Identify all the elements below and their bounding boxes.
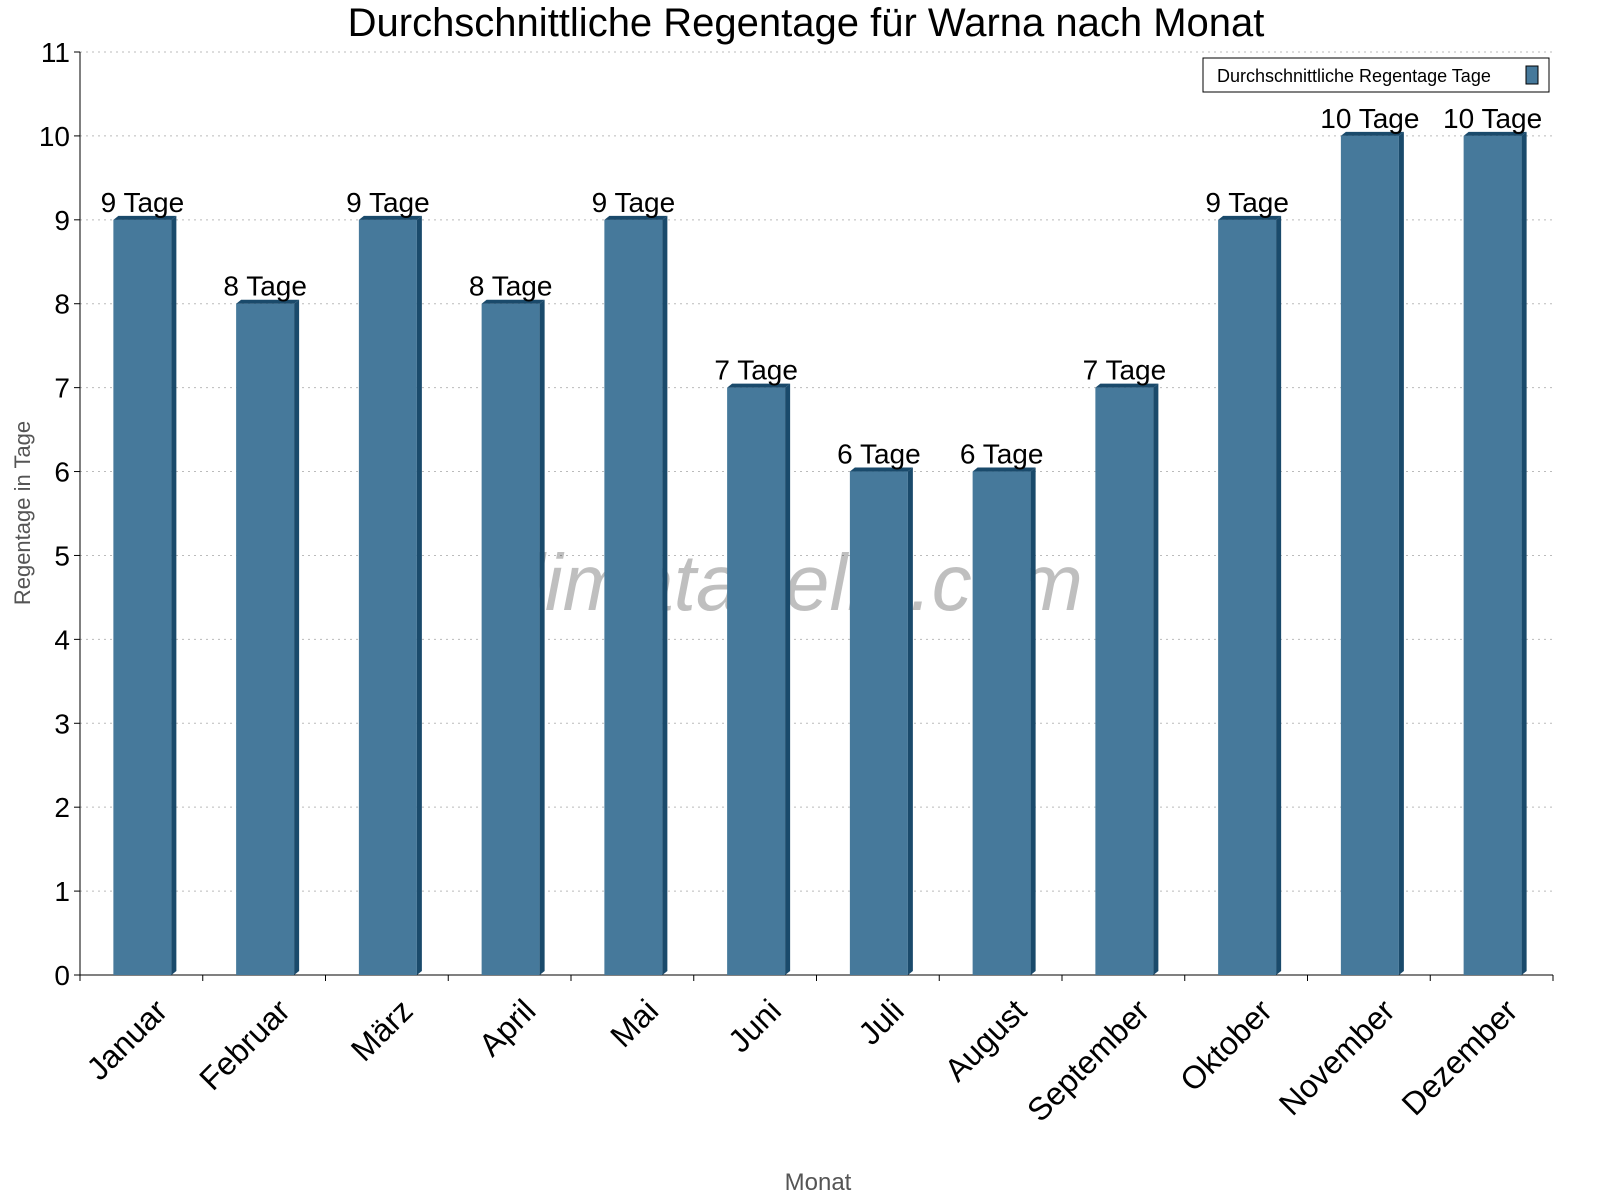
bar-mai xyxy=(604,219,663,975)
bar-side xyxy=(1030,467,1036,975)
bar-top xyxy=(604,215,668,220)
y-tick-label: 1 xyxy=(54,876,70,907)
legend-box xyxy=(1202,57,1550,93)
data-label: 6 Tage xyxy=(837,439,921,470)
x-tick-label: Dezember xyxy=(1395,992,1525,1122)
x-tick-label: Mai xyxy=(603,992,665,1054)
data-label: 6 Tage xyxy=(960,439,1044,470)
data-label: 9 Tage xyxy=(101,187,185,218)
bar-top xyxy=(1463,131,1527,136)
bar-top xyxy=(236,299,300,304)
x-tick-label: Februar xyxy=(192,992,297,1097)
x-axis-label: Monat xyxy=(785,1169,852,1196)
bar-side xyxy=(539,299,545,975)
bar-august xyxy=(972,471,1031,975)
bar-side xyxy=(171,215,177,975)
y-tick-label: 6 xyxy=(54,457,70,488)
legend: Durchschnittliche Regentage Tage xyxy=(1202,57,1550,93)
y-tick-label: 0 xyxy=(54,960,70,991)
bar-oktober xyxy=(1218,219,1277,975)
bar-side xyxy=(1521,131,1527,976)
data-label: 9 Tage xyxy=(346,187,430,218)
y-tick-label: 5 xyxy=(54,540,70,571)
legend-swatch xyxy=(1525,65,1539,85)
bar-top xyxy=(1095,383,1159,388)
bar-april xyxy=(481,303,540,975)
bar-side xyxy=(662,215,668,975)
bar-side xyxy=(1398,131,1404,976)
x-tick-label: März xyxy=(344,992,420,1068)
bar-side xyxy=(785,383,791,975)
y-axis-label: Regentage in Tage xyxy=(10,421,35,605)
data-label: 7 Tage xyxy=(714,355,798,386)
bar-side xyxy=(294,299,300,975)
y-tick-label: 2 xyxy=(54,792,70,823)
bar-juli xyxy=(849,471,908,975)
bar-september xyxy=(1095,387,1154,975)
y-tick-label: 8 xyxy=(54,289,70,320)
y-tick-label: 10 xyxy=(39,121,70,152)
x-tick-label: Juni xyxy=(721,992,788,1059)
bar-top xyxy=(481,299,545,304)
bar-side xyxy=(907,467,913,975)
x-axis: Januar Februar März April Mai Juni Juli AugustS… xyxy=(79,974,1554,1128)
legend-label: Durchschnittliche Regentage Tage xyxy=(1217,66,1491,86)
bar-side xyxy=(416,215,422,975)
x-tick-label: Oktober xyxy=(1173,992,1279,1098)
bar-dezember xyxy=(1463,135,1522,976)
y-tick-label: 4 xyxy=(54,624,70,655)
data-labels: 9 Tage 8 Tage 9 Tage 8 Tage 9 Tage 7 Tage 6 Ta… xyxy=(101,103,1543,470)
y-tick-label: 7 xyxy=(54,373,70,404)
bar-november xyxy=(1340,135,1399,976)
bar-top xyxy=(727,383,791,388)
data-label: 9 Tage xyxy=(1205,187,1289,218)
x-tick-label: Januar xyxy=(80,992,175,1087)
bar-top xyxy=(1340,131,1404,136)
x-tick-label: November xyxy=(1272,992,1402,1122)
bar-top xyxy=(358,215,422,220)
bar-top xyxy=(849,467,913,472)
bar-top xyxy=(1218,215,1282,220)
grid-lines xyxy=(80,51,1553,892)
x-tick-label: April xyxy=(472,992,543,1063)
data-label: 9 Tage xyxy=(592,187,676,218)
chart-title: Durchschnittliche Regentage für Warna na… xyxy=(348,1,1265,45)
bar-februar xyxy=(236,303,295,975)
bar-side xyxy=(1153,383,1159,975)
data-label: 8 Tage xyxy=(469,271,553,302)
bar-side xyxy=(1276,215,1282,975)
y-tick-label: 3 xyxy=(54,708,70,739)
data-label: 7 Tage xyxy=(1083,355,1167,386)
y-axis: 0 1 2 3 4 5 6 7 8 9 10 11 xyxy=(39,37,81,991)
data-label: 8 Tage xyxy=(223,271,307,302)
y-tick-label: 9 xyxy=(54,205,70,236)
data-label: 10 Tage xyxy=(1320,103,1419,134)
y-tick-label: 11 xyxy=(41,37,70,68)
bar-top xyxy=(113,215,177,220)
x-tick-label: August xyxy=(938,992,1034,1088)
bars xyxy=(113,131,1527,976)
bar-januar xyxy=(113,219,172,975)
data-label: 10 Tage xyxy=(1443,103,1542,134)
x-tick-label: Juli xyxy=(851,992,910,1051)
x-tick-label: September xyxy=(1020,992,1156,1128)
bar-märz xyxy=(358,219,417,975)
bar-top xyxy=(972,467,1036,472)
bar-juni xyxy=(727,387,786,975)
